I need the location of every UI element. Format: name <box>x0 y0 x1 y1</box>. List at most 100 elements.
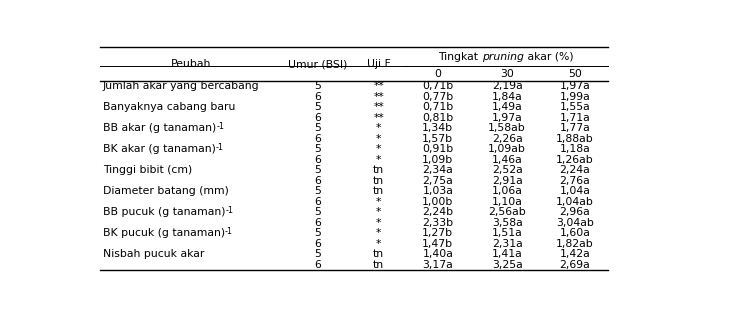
Text: 2,33b: 2,33b <box>422 218 454 228</box>
Text: 1,18a: 1,18a <box>559 144 590 154</box>
Text: 5: 5 <box>314 123 321 133</box>
Text: 1,88ab: 1,88ab <box>556 133 594 143</box>
Text: BK pucuk (g tanaman): BK pucuk (g tanaman) <box>103 228 225 238</box>
Text: Tingkat: Tingkat <box>438 52 482 62</box>
Text: akar (%): akar (%) <box>524 52 573 62</box>
Text: 6: 6 <box>314 176 321 186</box>
Text: **: ** <box>373 113 384 122</box>
Text: 5: 5 <box>314 249 321 259</box>
Text: Tinggi bibit (cm): Tinggi bibit (cm) <box>103 165 192 175</box>
Text: tn: tn <box>373 176 384 186</box>
Text: 2,91a: 2,91a <box>492 176 522 186</box>
Text: 2,96a: 2,96a <box>559 207 590 217</box>
Text: 1,55a: 1,55a <box>559 102 590 112</box>
Text: 30: 30 <box>500 68 514 78</box>
Text: -1: -1 <box>216 122 224 131</box>
Text: *: * <box>376 144 381 154</box>
Text: -1: -1 <box>225 227 233 236</box>
Text: 1,00b: 1,00b <box>422 197 454 207</box>
Text: 2,34a: 2,34a <box>422 165 453 175</box>
Text: 1,60a: 1,60a <box>559 228 590 238</box>
Text: 1,82ab: 1,82ab <box>556 239 594 249</box>
Text: 0,77b: 0,77b <box>422 92 454 102</box>
Text: *: * <box>376 133 381 143</box>
Text: 1,58ab: 1,58ab <box>488 123 526 133</box>
Text: Diameter batang (mm): Diameter batang (mm) <box>103 186 229 196</box>
Text: 1,47b: 1,47b <box>422 239 454 249</box>
Text: 1,46a: 1,46a <box>492 154 522 165</box>
Text: BB akar (g tanaman): BB akar (g tanaman) <box>103 123 216 133</box>
Text: 3,17a: 3,17a <box>422 260 453 269</box>
Text: 1,42a: 1,42a <box>559 249 590 259</box>
Text: 1,84a: 1,84a <box>492 92 522 102</box>
Text: 5: 5 <box>314 102 321 112</box>
Text: 2,24b: 2,24b <box>422 207 454 217</box>
Text: 1,49a: 1,49a <box>492 102 522 112</box>
Text: 6: 6 <box>314 197 321 207</box>
Text: tn: tn <box>373 165 384 175</box>
Text: pruning: pruning <box>482 52 524 62</box>
Text: 0,81b: 0,81b <box>422 113 454 122</box>
Text: Uji F: Uji F <box>367 59 390 69</box>
Text: 2,19a: 2,19a <box>492 81 522 91</box>
Text: 2,26a: 2,26a <box>492 133 522 143</box>
Text: tn: tn <box>373 249 384 259</box>
Text: 1,03a: 1,03a <box>422 186 453 196</box>
Text: 5: 5 <box>314 165 321 175</box>
Text: tn: tn <box>373 186 384 196</box>
Text: 3,25a: 3,25a <box>492 260 522 269</box>
Text: 6: 6 <box>314 154 321 165</box>
Text: *: * <box>376 207 381 217</box>
Text: 0,71b: 0,71b <box>422 102 454 112</box>
Text: 1,57b: 1,57b <box>422 133 454 143</box>
Text: 0: 0 <box>434 68 441 78</box>
Text: 2,76a: 2,76a <box>559 176 590 186</box>
Text: 1,40a: 1,40a <box>422 249 453 259</box>
Text: *: * <box>376 239 381 249</box>
Text: 3,58a: 3,58a <box>492 218 522 228</box>
Text: *: * <box>376 123 381 133</box>
Text: -1: -1 <box>226 206 234 215</box>
Text: *: * <box>376 197 381 207</box>
Text: 6: 6 <box>314 133 321 143</box>
Text: 5: 5 <box>314 186 321 196</box>
Text: BB pucuk (g tanaman): BB pucuk (g tanaman) <box>103 207 226 217</box>
Text: 1,04ab: 1,04ab <box>556 197 594 207</box>
Text: 1,41a: 1,41a <box>492 249 522 259</box>
Text: 2,31a: 2,31a <box>492 239 522 249</box>
Text: **: ** <box>373 92 384 102</box>
Text: 1,97a: 1,97a <box>492 113 522 122</box>
Text: *: * <box>376 218 381 228</box>
Text: *: * <box>376 228 381 238</box>
Text: Peubah: Peubah <box>171 59 211 69</box>
Text: -1: -1 <box>216 143 224 152</box>
Text: Nisbah pucuk akar: Nisbah pucuk akar <box>103 249 204 259</box>
Text: 0,71b: 0,71b <box>422 81 454 91</box>
Text: 1,10a: 1,10a <box>492 197 522 207</box>
Text: Umur (BSI): Umur (BSI) <box>288 59 348 69</box>
Text: **: ** <box>373 81 384 91</box>
Text: 5: 5 <box>314 144 321 154</box>
Text: 2,24a: 2,24a <box>559 165 590 175</box>
Text: 6: 6 <box>314 92 321 102</box>
Text: 5: 5 <box>314 228 321 238</box>
Text: 1,71a: 1,71a <box>559 113 590 122</box>
Text: 50: 50 <box>568 68 582 78</box>
Text: 2,52a: 2,52a <box>492 165 522 175</box>
Text: 2,56ab: 2,56ab <box>488 207 526 217</box>
Text: Banyaknya cabang baru: Banyaknya cabang baru <box>103 102 235 112</box>
Text: 5: 5 <box>314 207 321 217</box>
Text: Jumlah akar yang bercabang: Jumlah akar yang bercabang <box>103 81 259 91</box>
Text: 6: 6 <box>314 260 321 269</box>
Text: 1,26ab: 1,26ab <box>556 154 594 165</box>
Text: 1,27b: 1,27b <box>422 228 454 238</box>
Text: tn: tn <box>373 260 384 269</box>
Text: 1,77a: 1,77a <box>559 123 590 133</box>
Text: 1,06a: 1,06a <box>492 186 522 196</box>
Text: 6: 6 <box>314 218 321 228</box>
Text: 1,09b: 1,09b <box>422 154 454 165</box>
Text: 6: 6 <box>314 239 321 249</box>
Text: *: * <box>376 154 381 165</box>
Text: 6: 6 <box>314 113 321 122</box>
Text: BK akar (g tanaman): BK akar (g tanaman) <box>103 144 216 154</box>
